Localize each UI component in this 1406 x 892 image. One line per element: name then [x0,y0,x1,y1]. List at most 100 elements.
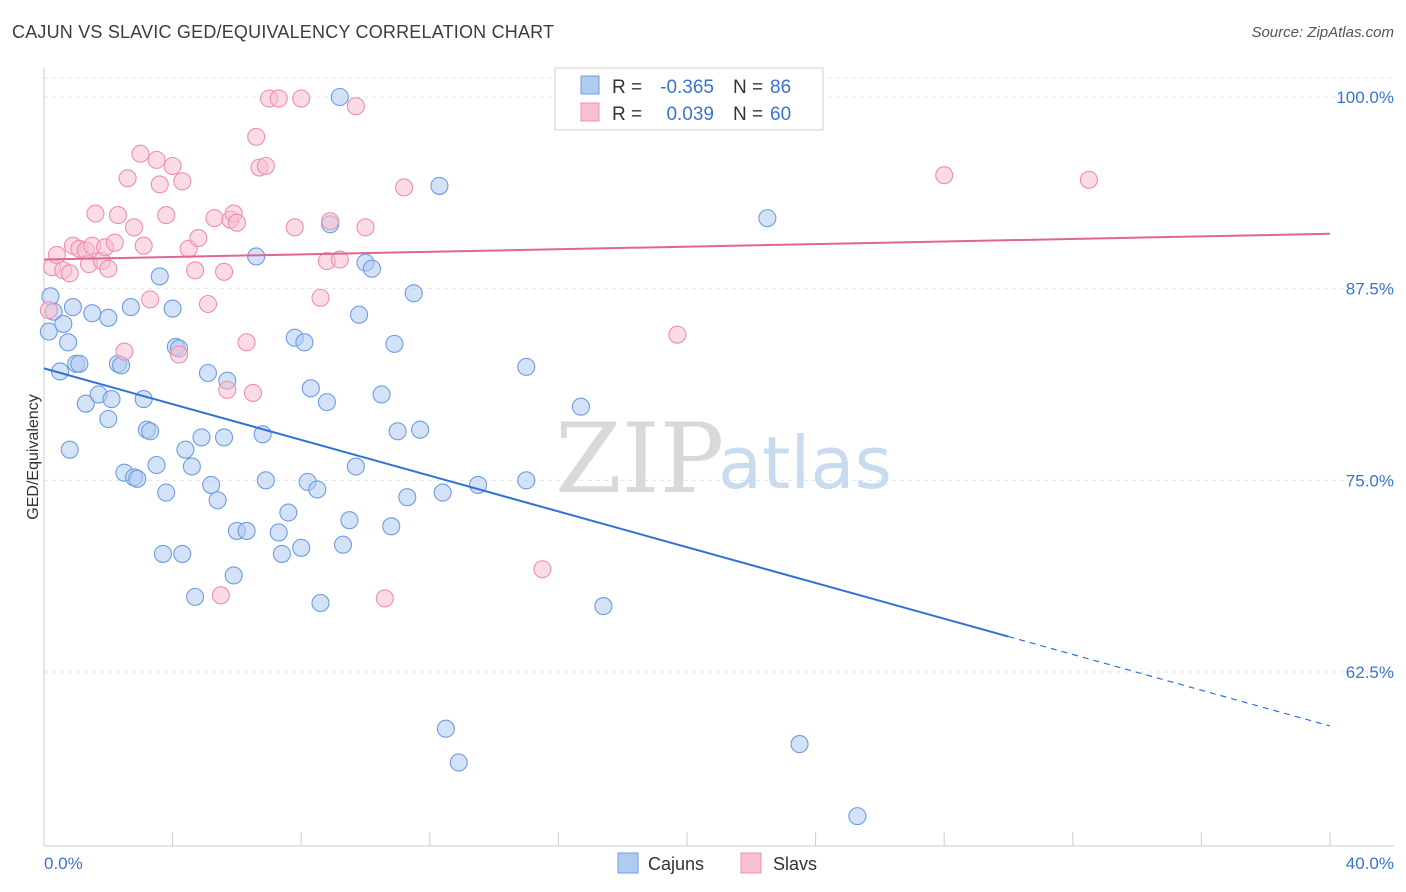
cajuns-point [333,535,353,554]
stats-box: R = -0.365 N = 86 R = 0.039 N = 60 [554,67,824,131]
cajuns-point [340,511,359,530]
cajuns-point [59,333,78,352]
slavs-point [237,333,256,352]
cajuns-point [269,523,288,542]
chart-title: CAJUN VS SLAVIC GED/EQUIVALENCY CORRELAT… [12,22,555,42]
slavs-point [141,290,160,309]
legend-slavs-label[interactable]: Slavs [773,854,817,874]
slavs-point [186,261,205,280]
cajuns-point [330,87,349,107]
cajuns-point [60,440,79,459]
grid-lines [44,77,1394,673]
slavs-point [330,250,349,269]
cajuns-point [134,390,153,409]
legend-cajuns-swatch[interactable] [617,852,639,874]
cajuns-point [256,471,275,490]
cajuns-point [362,259,381,278]
slavs-point [256,156,275,176]
cajuns-point [76,394,95,413]
legend-slavs-swatch[interactable] [740,852,762,874]
cajuns-point [83,304,102,323]
cajuns-point [54,314,73,333]
slavs-point [189,229,208,248]
slavs-point [134,236,153,255]
y-tick-labels: 100.0% 87.5% 75.0% 62.5% [1336,88,1394,682]
slavs-point [118,169,137,188]
slavs-point [211,586,230,605]
slavs-point [227,213,246,232]
stats-cajuns-n-label: N = [733,77,763,98]
cajuns-point [224,566,243,585]
slavs-point [39,301,58,320]
slavs-point [99,259,118,278]
slavs-point [375,589,394,608]
stats-cajuns-n-value: 86 [770,77,791,98]
cajuns-point [186,587,205,606]
cajuns-point [398,488,417,507]
stats-cajuns-r-label: R = [612,77,642,98]
slavs-point [321,212,340,231]
cajuns-point [571,397,590,416]
slavs-point [47,245,66,264]
stats-slavs-r-label: R = [612,104,642,125]
cajuns-point [517,357,536,376]
cajuns-point [758,209,777,228]
cajuns-point [182,457,201,476]
cajuns-point [102,390,121,409]
slavs-point [205,209,224,228]
slavs-point [395,178,414,197]
slavs-trend-line [43,232,1331,261]
slavs-point [356,218,375,237]
slavs-point [108,206,127,225]
watermark-atlas: atlas [718,421,892,505]
slavs-point [218,380,237,399]
slavs-point [243,383,263,402]
source-note: Source: ZipAtlas.com [1251,24,1394,41]
cajuns-point [346,457,365,476]
watermark: ZIP atlas [555,403,892,515]
cajuns-point [292,538,311,557]
cajuns-point [237,521,256,540]
cajuns-trend-line-extension [1008,636,1331,727]
x-tick-marks [43,832,1331,846]
cajuns-point [63,298,82,317]
slavs-point [292,89,311,108]
slavs-point [173,172,192,191]
y-tick-label: 62.5% [1346,663,1394,682]
cajuns-point [247,247,266,266]
stats-slavs-swatch [580,102,600,122]
cajuns-trend-line [43,367,1009,638]
cajuns-point [404,284,423,303]
cajuns-point [272,544,291,563]
slavs-point [147,150,166,169]
cajuns-point [99,308,118,327]
cajuns-point [350,305,369,324]
cajuns-point [128,469,147,488]
slavs-point [105,233,124,252]
legend-cajuns-label[interactable]: Cajuns [648,854,704,874]
slavs-point [1079,170,1098,189]
cajuns-point [436,719,455,738]
cajuns-point [208,491,227,510]
cajuns-point [279,503,298,522]
cajuns-point [150,267,169,286]
cajuns-point [388,422,407,441]
stats-slavs-n-value: 60 [770,104,791,125]
cajuns-point [157,483,176,502]
stats-slavs-r-value: 0.039 [666,104,714,125]
slavs-point [311,288,330,307]
cajuns-point [848,807,867,826]
cajuns-point [39,322,58,341]
cajuns-point [176,440,195,459]
cajuns-point [468,475,488,494]
cajuns-point [147,455,166,475]
cajuns-point [99,409,118,429]
x-tick-label-max: 40.0% [1346,854,1394,873]
cajuns-point [385,334,404,353]
cajuns-point [594,597,613,616]
x-tick-label-min: 0.0% [44,854,83,873]
slavs-point [124,218,144,237]
slavs-point [150,175,169,194]
cajuns-point [301,379,320,398]
